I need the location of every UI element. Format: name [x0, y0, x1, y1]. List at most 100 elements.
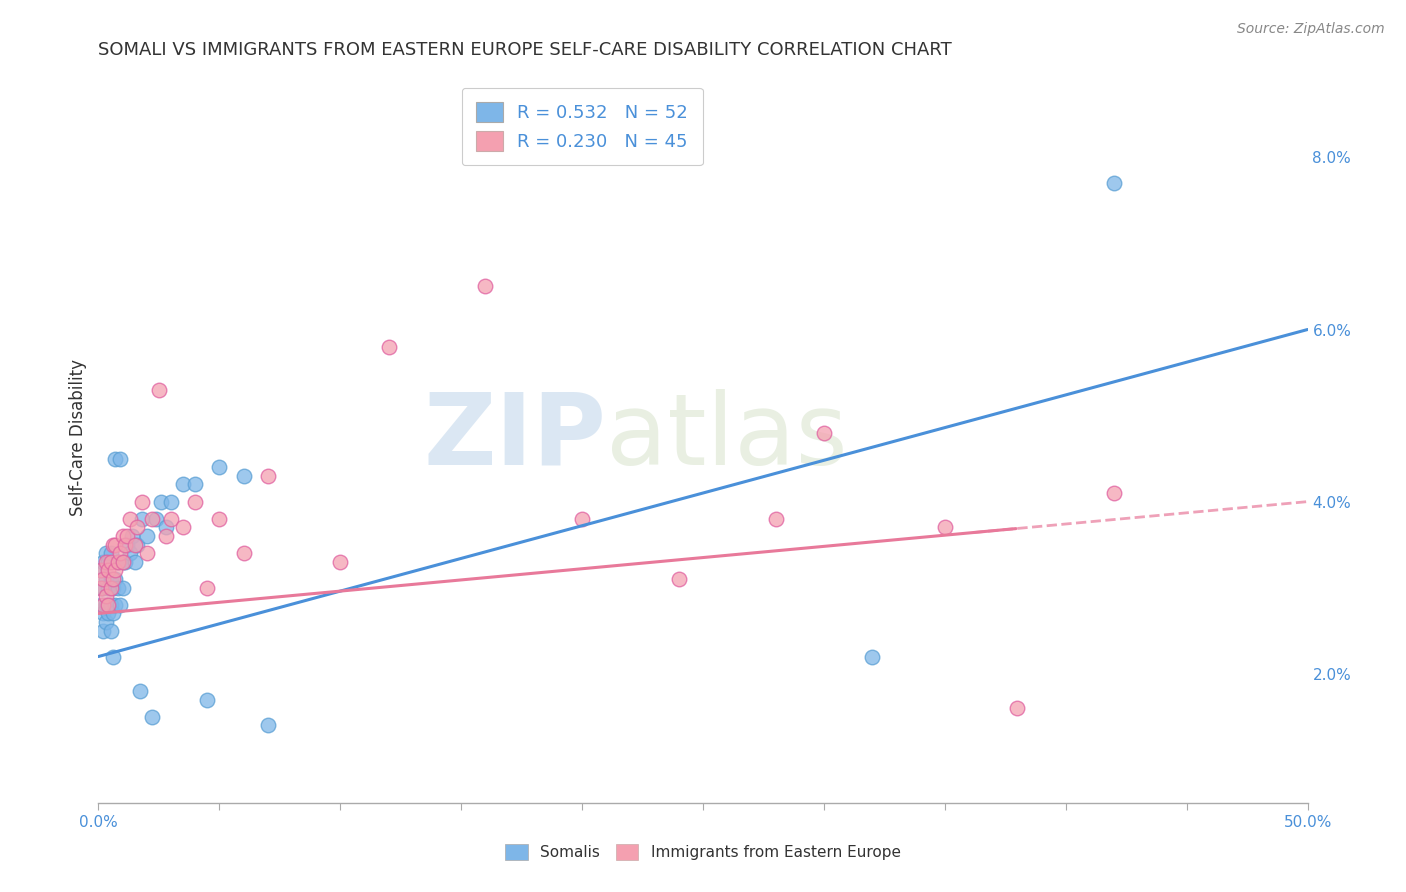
Point — [108, 451, 131, 466]
Point — [155, 529, 177, 543]
Point — [172, 520, 194, 534]
Point — [108, 546, 131, 560]
Y-axis label: Self-Care Disability: Self-Care Disability — [69, 359, 87, 516]
Point — [135, 546, 157, 560]
Point — [100, 546, 122, 560]
Point — [184, 477, 207, 491]
Point — [94, 555, 117, 569]
Point — [100, 598, 122, 612]
Point — [860, 649, 883, 664]
Point — [94, 572, 117, 586]
Point — [232, 546, 254, 560]
Point — [813, 425, 835, 440]
Legend: Somalis, Immigrants from Eastern Europe: Somalis, Immigrants from Eastern Europe — [499, 838, 907, 866]
Point — [90, 564, 112, 578]
Point — [208, 512, 231, 526]
Point — [104, 538, 127, 552]
Point — [101, 607, 124, 621]
Point — [101, 572, 124, 586]
Point — [107, 581, 129, 595]
Point — [155, 520, 177, 534]
Point — [91, 572, 114, 586]
Point — [91, 581, 114, 595]
Point — [97, 581, 120, 595]
Point — [111, 581, 134, 595]
Point — [934, 520, 956, 534]
Point — [101, 649, 124, 664]
Point — [104, 564, 127, 578]
Point — [111, 529, 134, 543]
Point — [160, 494, 183, 508]
Point — [1007, 701, 1029, 715]
Point — [141, 512, 163, 526]
Point — [668, 572, 690, 586]
Point — [91, 598, 114, 612]
Point — [124, 538, 146, 552]
Point — [117, 529, 139, 543]
Point — [111, 555, 134, 569]
Point — [1102, 176, 1125, 190]
Point — [128, 684, 150, 698]
Point — [104, 572, 127, 586]
Point — [208, 460, 231, 475]
Point — [571, 512, 593, 526]
Point — [97, 598, 120, 612]
Point — [118, 546, 141, 560]
Point — [104, 598, 127, 612]
Point — [101, 581, 124, 595]
Point — [256, 468, 278, 483]
Point — [107, 555, 129, 569]
Point — [232, 468, 254, 483]
Point — [114, 555, 136, 569]
Point — [94, 615, 117, 629]
Point — [148, 383, 170, 397]
Point — [101, 538, 124, 552]
Point — [124, 555, 146, 569]
Point — [131, 512, 153, 526]
Point — [765, 512, 787, 526]
Point — [91, 607, 114, 621]
Point — [90, 564, 112, 578]
Text: atlas: atlas — [606, 389, 848, 485]
Text: ZIP: ZIP — [423, 389, 606, 485]
Point — [91, 624, 114, 638]
Point — [118, 512, 141, 526]
Point — [160, 512, 183, 526]
Point — [150, 494, 173, 508]
Point — [90, 581, 112, 595]
Point — [127, 520, 149, 534]
Point — [117, 538, 139, 552]
Point — [135, 529, 157, 543]
Point — [90, 581, 112, 595]
Point — [141, 710, 163, 724]
Point — [127, 538, 149, 552]
Legend: R = 0.532   N = 52, R = 0.230   N = 45: R = 0.532 N = 52, R = 0.230 N = 45 — [461, 87, 703, 165]
Point — [100, 555, 122, 569]
Point — [121, 529, 143, 543]
Point — [145, 512, 167, 526]
Point — [1102, 486, 1125, 500]
Point — [91, 555, 114, 569]
Point — [195, 692, 218, 706]
Point — [377, 340, 399, 354]
Point — [90, 598, 112, 612]
Point — [114, 538, 136, 552]
Point — [97, 607, 120, 621]
Point — [100, 581, 122, 595]
Point — [329, 555, 352, 569]
Point — [111, 555, 134, 569]
Text: SOMALI VS IMMIGRANTS FROM EASTERN EUROPE SELF-CARE DISABILITY CORRELATION CHART: SOMALI VS IMMIGRANTS FROM EASTERN EUROPE… — [98, 41, 952, 59]
Point — [94, 589, 117, 603]
Point — [107, 555, 129, 569]
Point — [94, 546, 117, 560]
Point — [100, 624, 122, 638]
Point — [97, 555, 120, 569]
Point — [256, 718, 278, 732]
Point — [97, 564, 120, 578]
Point — [195, 581, 218, 595]
Text: Source: ZipAtlas.com: Source: ZipAtlas.com — [1237, 22, 1385, 37]
Point — [94, 598, 117, 612]
Point — [474, 279, 496, 293]
Point — [108, 598, 131, 612]
Point — [172, 477, 194, 491]
